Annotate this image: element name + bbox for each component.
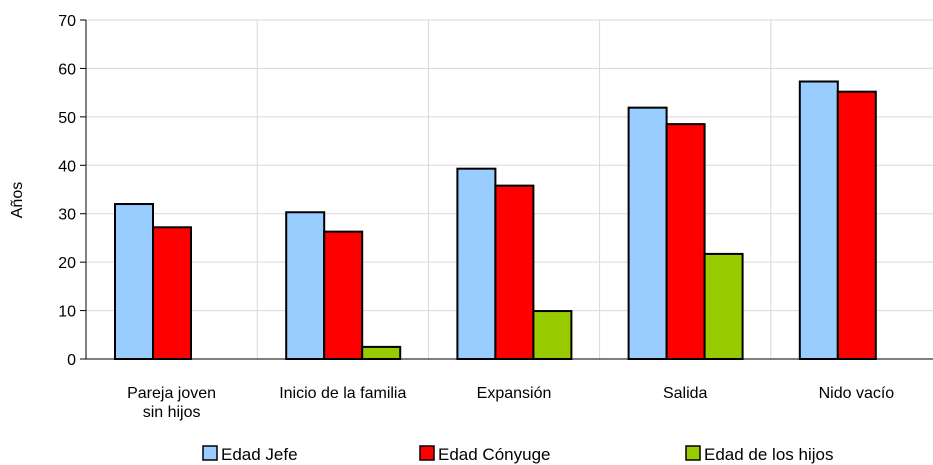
- bars: [114, 80, 877, 361]
- y-tick-label: 60: [58, 61, 76, 78]
- y-tick-label: 20: [58, 255, 76, 272]
- y-tick-label: 0: [67, 352, 76, 369]
- bar-edad-c-nyuge-4: [836, 90, 877, 360]
- bar-edad-jefe-3: [627, 106, 668, 360]
- y-tick-label: 10: [58, 304, 76, 321]
- x-tick-label: Inicio de la familia: [279, 385, 406, 402]
- y-tick-label: 50: [58, 110, 76, 127]
- legend: Edad Jefe Edad Cónyuge Edad de los hijos: [202, 445, 833, 464]
- x-tick-label: Salida: [663, 385, 708, 402]
- y-tick-label: 70: [58, 13, 76, 30]
- y-axis-label: Años: [9, 182, 26, 218]
- legend-label: Edad Cónyuge: [438, 445, 550, 464]
- legend-label: Edad de los hijos: [704, 445, 833, 464]
- grid: [86, 19, 933, 359]
- bar-edad-c-nyuge-3: [665, 123, 706, 360]
- tick-labels: 0 10 20 30 40 50 60 70 Pareja joven sin hijos Inic…: [58, 13, 894, 421]
- bar-edad-c-nyuge-1: [323, 230, 364, 360]
- x-tick-label: Expansión: [477, 385, 552, 402]
- bar-edad-jefe-1: [285, 211, 326, 360]
- bar-edad-de-los-hijos-2: [532, 310, 573, 361]
- y-tick-label: 40: [58, 158, 76, 175]
- x-tick-label: Pareja joven: [127, 385, 216, 402]
- x-tick-label: Nido vacío: [819, 385, 895, 402]
- bar-edad-de-los-hijos-3: [703, 252, 744, 360]
- bar-edad-c-nyuge-2: [494, 184, 535, 360]
- legend-label: Edad Jefe: [221, 445, 298, 464]
- legend-swatch: [419, 445, 435, 461]
- bar-edad-jefe-2: [456, 167, 497, 360]
- x-tick-label: sin hijos: [143, 404, 201, 421]
- legend-swatch: [685, 445, 701, 461]
- y-tick-label: 30: [58, 207, 76, 224]
- legend-swatch: [202, 445, 218, 461]
- bar-edad-de-los-hijos-1: [361, 345, 402, 360]
- bar-edad-jefe-0: [114, 203, 154, 360]
- bar-edad-jefe-4: [798, 80, 839, 361]
- bar-edad-c-nyuge-0: [152, 226, 192, 360]
